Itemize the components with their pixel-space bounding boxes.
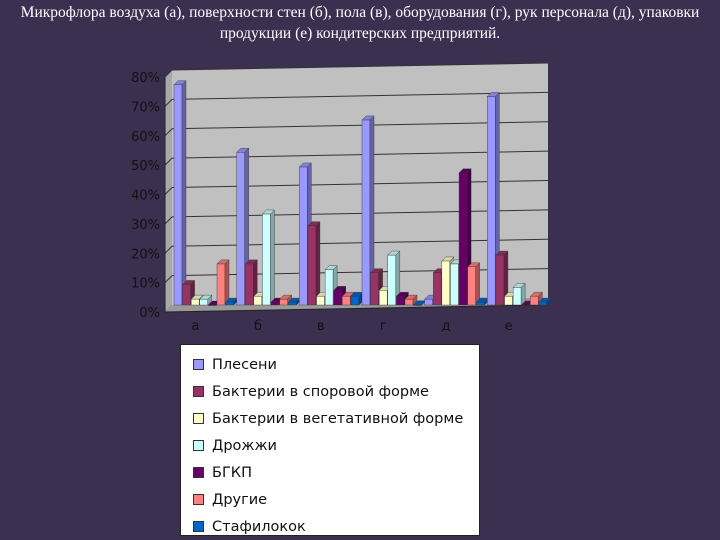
- legend-item: Стафилокок: [181, 513, 479, 540]
- legend-label: Дрожжи: [212, 437, 277, 454]
- legend-label: Бактерии в вегетативной форме: [212, 410, 464, 427]
- bar: [350, 291, 364, 306]
- gridline-side: [164, 245, 173, 254]
- gridline: [171, 121, 549, 130]
- x-tick-label: б: [254, 319, 262, 334]
- bar: [261, 209, 275, 306]
- bar: [307, 221, 321, 306]
- gridlines: [164, 62, 549, 313]
- y-tick-label: 10%: [131, 277, 160, 292]
- y-tick-label: 50%: [131, 159, 160, 174]
- x-tick-label: в: [317, 319, 325, 334]
- gridline-side: [164, 157, 173, 166]
- y-tick-label: 20%: [131, 247, 160, 262]
- gridline: [171, 91, 549, 100]
- legend-label: Стафилокок: [212, 518, 306, 535]
- gridline-side: [164, 216, 173, 225]
- y-tick-label: 60%: [131, 130, 160, 145]
- legend-swatch: [193, 386, 204, 397]
- legend: Плесени Бактерии в споровой форме Бактерии…: [180, 344, 480, 536]
- legend-swatch: [193, 413, 204, 424]
- x-tick-label: д: [442, 319, 451, 334]
- legend-label: Плесени: [212, 356, 277, 373]
- x-tick-label: а: [191, 319, 199, 334]
- bar: [404, 294, 418, 306]
- x-tick-label: е: [505, 319, 513, 334]
- legend-item: Плесени: [181, 351, 479, 378]
- legend-swatch: [193, 440, 204, 451]
- bar: [173, 80, 187, 306]
- legend-label: БГКП: [212, 464, 252, 481]
- gridline-side: [164, 99, 173, 107]
- gridline-side: [164, 275, 173, 283]
- gridline-side: [164, 128, 173, 137]
- legend-item: БГКП: [181, 459, 479, 486]
- gridline: [171, 209, 549, 218]
- legend-item: Бактерии в споровой форме: [181, 378, 479, 405]
- gridline: [171, 238, 549, 247]
- y-tick-label: 40%: [131, 189, 160, 204]
- legend-swatch: [193, 521, 204, 532]
- x-axis-line: [164, 304, 542, 313]
- legend-label: Другие: [212, 491, 268, 508]
- bar: [512, 282, 526, 306]
- gridline-side: [164, 187, 173, 195]
- gridline: [171, 180, 549, 188]
- bar-chart: 0% 10% 20% 30% 40% 50% 60% 70% 80% а б в г д е: [131, 62, 552, 334]
- gridline: [171, 62, 549, 71]
- y-axis-ticks: 0% 10% 20% 30% 40% 50% 60% 70% 80%: [131, 71, 160, 321]
- bar: [199, 294, 213, 306]
- gridline: [171, 268, 549, 277]
- legend-item: Бактерии в вегетативной форме: [181, 405, 479, 432]
- bar: [216, 259, 230, 306]
- legend-item: Другие: [181, 486, 479, 513]
- legend-label: Бактерии в споровой форме: [212, 383, 429, 400]
- gridline-side: [164, 69, 173, 78]
- legend-item: Дрожжи: [181, 432, 479, 459]
- y-tick-label: 80%: [131, 71, 160, 86]
- legend-swatch: [193, 359, 204, 370]
- y-tick-label: 70%: [131, 100, 160, 115]
- y-tick-label: 0%: [139, 306, 160, 321]
- x-tick-label: г: [380, 319, 387, 334]
- bar: [538, 297, 552, 306]
- gridline: [171, 150, 549, 159]
- legend-swatch: [193, 494, 204, 505]
- bars: [173, 80, 552, 306]
- slide-title: Микрофлора воздуха (а), поверхности стен…: [20, 4, 700, 42]
- x-axis-ticks: а б в г д е: [191, 319, 512, 334]
- legend-swatch: [193, 467, 204, 478]
- bar: [467, 262, 481, 306]
- bar: [387, 250, 401, 306]
- y-tick-label: 30%: [131, 218, 160, 233]
